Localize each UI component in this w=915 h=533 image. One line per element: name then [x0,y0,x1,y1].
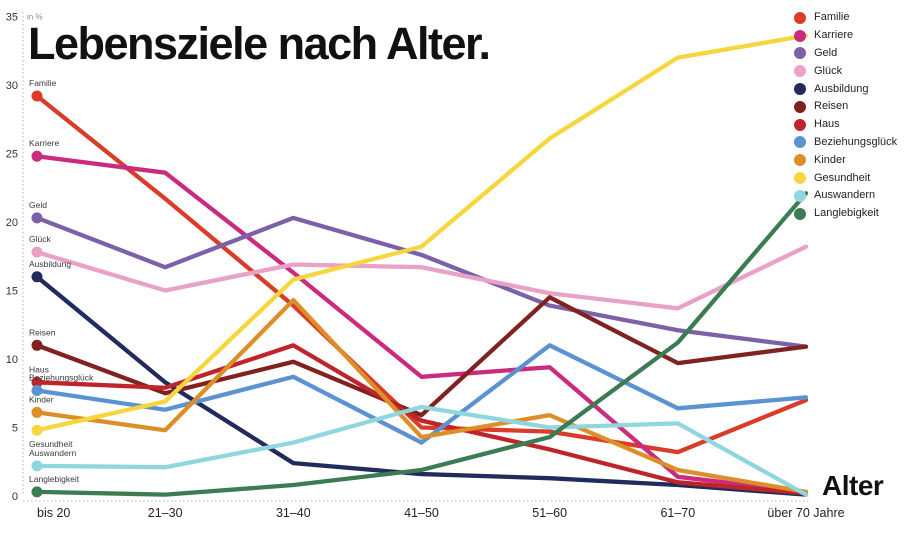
legend-item: Familie [794,9,897,27]
x-tick-label: über 70 Jahre [767,506,844,520]
legend-label: Beziehungsglück [814,135,898,148]
series-start-dot-Gesundheit [31,424,43,436]
legend-item: Karriere [794,27,897,45]
series-line-Geld [34,215,809,349]
legend-label: Kinder [814,153,846,166]
legend-label: Auswandern [814,189,876,202]
y-tick-label: 30 [6,80,18,92]
series-label-Langlebigkeit: Langlebigkeit [29,474,80,484]
series-line-Auswandern [34,404,809,497]
series-line-Familie [34,93,809,455]
x-axis-title: Alter [822,470,884,501]
series-start-dot-Geld [31,212,43,224]
y-tick-label: 35 [6,12,18,24]
y-tick-label: 15 [6,286,18,298]
series-line-Gesundheit [34,33,809,433]
legend-item: Auswandern [794,187,897,205]
legend-label: Familie [814,11,850,24]
series-start-dot-Familie [31,90,43,102]
series-start-dot-Kinder [31,406,43,418]
series-start-dot-Glück [31,246,43,258]
legend-item: Langlebigkeit [794,205,897,223]
y-tick-label: 25 [6,149,18,161]
legend-dot [794,207,806,220]
series-line-Haus [34,343,809,496]
legend-dot [794,29,806,42]
series-start-dot-Haus [31,376,43,388]
series-label-Glück: Glück [29,234,51,244]
legend-item: Glück [794,62,897,80]
legend-label: Reisen [814,100,849,113]
legend-label: Glück [814,64,843,77]
legend-label: Geld [814,46,838,59]
legend-item: Ausbildung [794,80,897,98]
series-start-dot-Karriere [31,150,43,162]
legend-label: Karriere [814,29,854,42]
legend-dot [794,189,806,202]
legend-dot [794,172,806,185]
legend-dot [794,83,806,96]
legend-label: Ausbildung [814,82,869,95]
legend-item: Geld [794,45,897,63]
y-tick-label: 5 [12,423,18,435]
legend-item: Haus [794,116,897,134]
x-tick-label: 51–60 [532,506,567,520]
series-start-dot-Auswandern [31,460,43,472]
y-axis-unit: in % [27,13,43,22]
legend-item: Kinder [794,151,897,169]
series-label-Auswandern: Auswandern [29,448,77,458]
legend-dot [794,154,806,167]
y-tick-label: 20 [6,217,18,229]
series-label-Familie: Familie [29,78,57,88]
legend-dot [794,136,806,149]
series-start-dot-Reisen [31,339,43,351]
series-line-Beziehungsglück [34,343,809,445]
series-label-Beziehungsglück: Beziehungsglück [29,373,94,383]
legend-item: Beziehungsglück [794,134,897,152]
legend-dot [794,118,806,131]
legend-label: Gesundheit [814,171,871,184]
legend-dot [794,47,806,60]
series-label-Reisen: Reisen [29,327,56,337]
series-line-Ausbildung [34,274,809,497]
page-title: Lebensziele nach Alter. [28,18,491,69]
x-tick-label: 21–30 [148,506,183,520]
series-start-dot-Langlebigkeit [31,486,43,498]
series-start-dot-Ausbildung [31,271,43,283]
x-tick-label: 41–50 [404,506,439,520]
y-tick-label: 10 [6,354,18,366]
y-tick-label: 0 [12,491,18,503]
series-start-dot-Beziehungsglück [31,385,43,397]
legend-item: Gesundheit [794,169,897,187]
series-line-Karriere [34,154,809,495]
series-label-Karriere: Karriere [29,138,60,148]
x-tick-label: bis 20 [37,506,70,520]
legend: Familie Karriere Geld Glück Ausbildung Reisen… [794,9,897,223]
legend-label: Haus [814,118,840,131]
series-label-Gesundheit: Gesundheit [29,439,73,449]
series-label-Geld: Geld [29,200,47,210]
legend-item: Reisen [794,98,897,116]
series-line-Kinder [34,297,809,495]
series-label-Haus: Haus [29,364,49,374]
x-tick-label: 31–40 [276,506,311,520]
x-tick-label: 61–70 [660,506,695,520]
legend-dot [794,65,806,78]
legend-label: Langlebigkeit [814,207,879,220]
legend-dot [794,11,806,24]
legend-dot [794,100,806,113]
series-line-Reisen [34,295,809,418]
series-label-Kinder: Kinder [29,394,54,404]
series-line-Glück [34,244,809,311]
series-label-Ausbildung: Ausbildung [29,259,71,269]
series-line-Langlebigkeit [34,191,809,497]
